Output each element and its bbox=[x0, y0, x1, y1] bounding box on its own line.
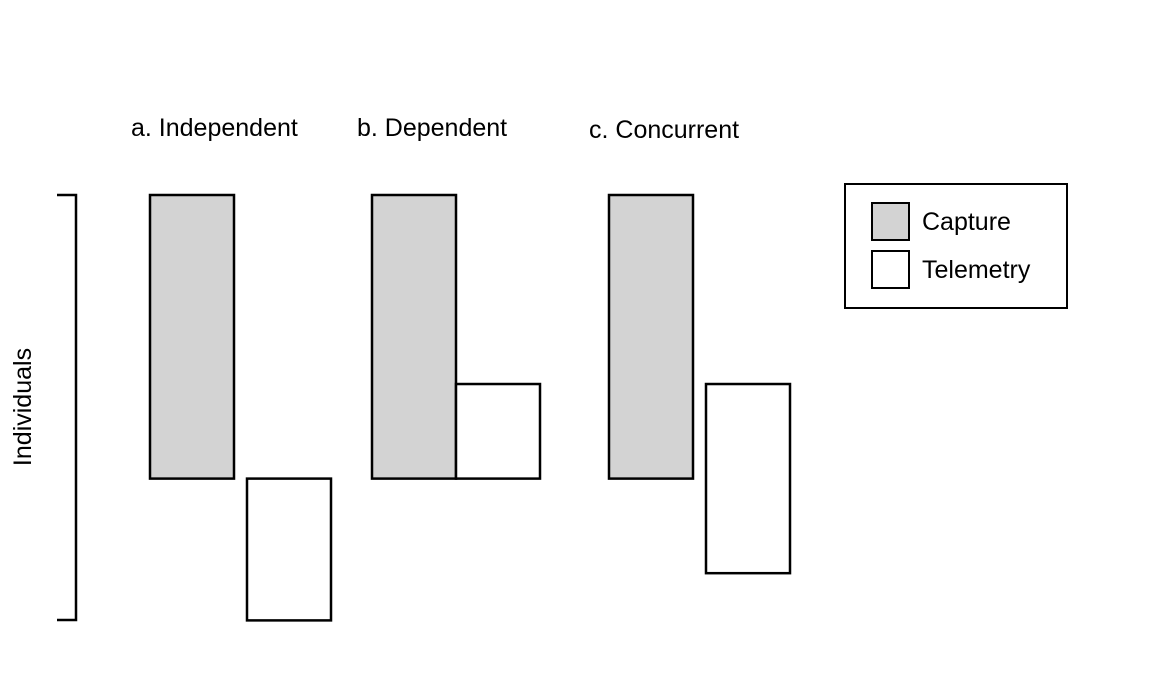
y-axis: Individuals bbox=[9, 193, 78, 622]
y-axis-label: Individuals bbox=[9, 348, 37, 466]
capture-bar-dependent bbox=[370, 193, 458, 480]
telemetry-bar-concurrent bbox=[704, 382, 792, 575]
panel-dependent bbox=[370, 193, 542, 480]
legend: Capture Telemetry bbox=[844, 183, 1068, 309]
capture-bar-concurrent bbox=[607, 193, 695, 480]
telemetry-bar-independent bbox=[245, 477, 333, 622]
panel-independent bbox=[148, 193, 333, 622]
individuals-bracket bbox=[57, 193, 78, 622]
panel-title-independent: a. Independent bbox=[131, 114, 298, 142]
legend-label-telemetry: Telemetry bbox=[922, 256, 1031, 284]
telemetry-bar-dependent bbox=[454, 382, 542, 480]
legend-swatch-telemetry bbox=[871, 250, 910, 289]
capture-bar-independent bbox=[148, 193, 236, 480]
panel-title-dependent: b. Dependent bbox=[357, 114, 507, 142]
legend-swatch-capture bbox=[871, 202, 910, 241]
legend-label-capture: Capture bbox=[922, 208, 1011, 236]
panel-concurrent bbox=[607, 193, 792, 575]
panel-title-concurrent: c. Concurrent bbox=[589, 116, 739, 144]
